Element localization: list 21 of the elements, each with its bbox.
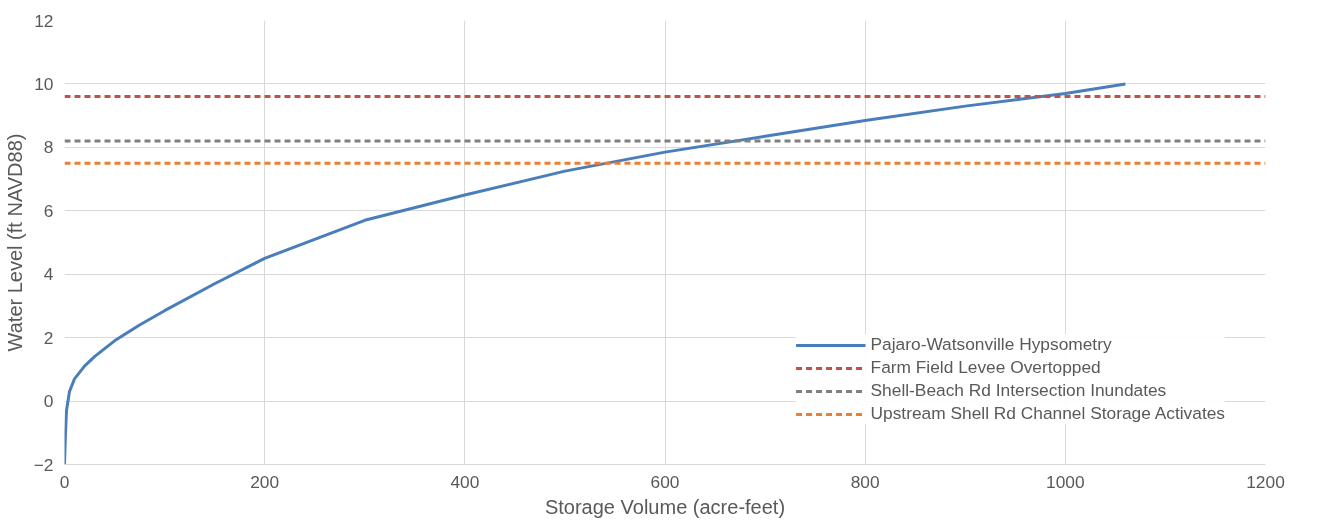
y-tick-label: 8	[43, 137, 54, 158]
y-tick-label: 2	[43, 327, 54, 348]
x-tick-label: 1200	[1246, 471, 1285, 492]
y-tick-label: 4	[43, 264, 54, 285]
x-tick-label: 1000	[1046, 471, 1085, 492]
y-tick-label: 12	[34, 10, 54, 31]
legend-label: Pajaro-Watsonville Hypsometry	[870, 334, 1112, 355]
y-axis-title: Water Level (ft NAVD88)	[3, 133, 26, 352]
legend-label: Upstream Shell Rd Channel Storage Activates	[870, 403, 1225, 424]
x-tick-label: 0	[59, 471, 70, 492]
x-tick-label: 800	[850, 471, 880, 492]
x-tick-label: 600	[650, 471, 680, 492]
x-tick-label: 200	[250, 471, 280, 492]
x-axis-title: Storage Volume (acre-feet)	[544, 495, 786, 518]
legend-label: Shell-Beach Rd Intersection Inundates	[870, 380, 1167, 401]
y-tick-label: −2	[33, 454, 54, 475]
y-tick-label: 10	[34, 73, 54, 94]
legend-label: Farm Field Levee Overtopped	[870, 357, 1101, 378]
y-tick-label: 0	[43, 391, 54, 412]
x-tick-label: 400	[450, 471, 480, 492]
y-tick-label: 6	[43, 200, 54, 221]
